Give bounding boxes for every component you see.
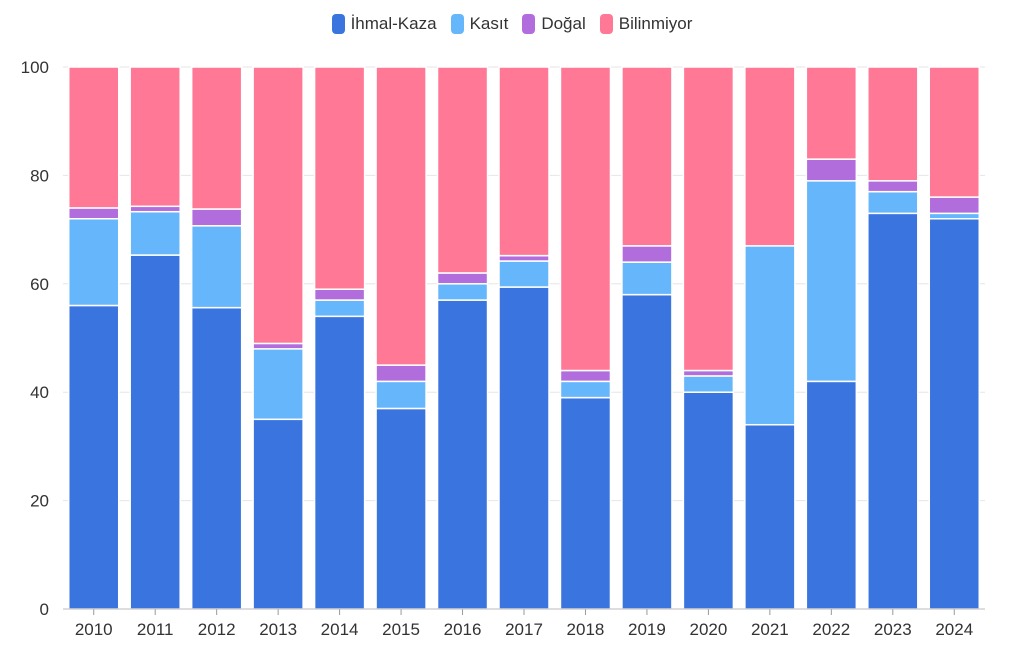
bar-2021-kasit[interactable] bbox=[744, 245, 796, 426]
bar-2020-i-hmal-kaza[interactable] bbox=[682, 391, 735, 610]
bar-2017-i-hmal-kaza[interactable] bbox=[498, 286, 550, 610]
y-tick-label: 20 bbox=[30, 492, 49, 511]
x-tick-label-2010: 2010 bbox=[75, 620, 113, 639]
y-tick-label: 0 bbox=[40, 600, 49, 619]
x-tick-label-2015: 2015 bbox=[382, 620, 420, 639]
bar-2013-dogal[interactable] bbox=[252, 342, 304, 350]
bar-2017-bilinmiyor[interactable] bbox=[498, 66, 550, 257]
legend-swatch-bilinmiyor bbox=[599, 14, 613, 34]
bar-2014-i-hmal-kaza[interactable] bbox=[313, 315, 366, 610]
bar-2022-bilinmiyor[interactable] bbox=[805, 66, 858, 160]
bar-2017-kasit[interactable] bbox=[498, 260, 550, 288]
bar-2023-bilinmiyor[interactable] bbox=[867, 66, 919, 182]
x-tick-label-2012: 2012 bbox=[198, 620, 236, 639]
bar-2018-dogal[interactable] bbox=[559, 369, 612, 383]
x-tick-label-2018: 2018 bbox=[567, 620, 605, 639]
legend-item-kasit[interactable]: Kasıt bbox=[450, 14, 509, 34]
bar-2022-dogal[interactable] bbox=[805, 158, 858, 182]
legend-label-ihmal-kaza: İhmal-Kaza bbox=[350, 14, 437, 33]
bar-2024-i-hmal-kaza[interactable] bbox=[928, 218, 981, 610]
y-tick-label: 100 bbox=[21, 58, 49, 77]
legend-item-bilinmiyor[interactable]: Bilinmiyor bbox=[599, 14, 693, 34]
legend: İhmal-Kaza Kasıt Doğal Bilinmiyor bbox=[0, 14, 1024, 34]
legend-label-bilinmiyor: Bilinmiyor bbox=[618, 14, 693, 33]
bar-2016-kasit[interactable] bbox=[436, 283, 489, 301]
bar-2019-i-hmal-kaza[interactable] bbox=[621, 293, 673, 610]
legend-item-ihmal-kaza[interactable]: İhmal-Kaza bbox=[331, 14, 437, 34]
x-tick-label-2023: 2023 bbox=[874, 620, 912, 639]
bar-2020-dogal[interactable] bbox=[682, 369, 735, 377]
bar-2011-bilinmiyor[interactable] bbox=[129, 66, 181, 208]
bar-2012-kasit[interactable] bbox=[190, 225, 243, 309]
legend-label-kasit: Kasıt bbox=[469, 14, 509, 33]
bar-2016-dogal[interactable] bbox=[436, 272, 489, 285]
bar-2018-i-hmal-kaza[interactable] bbox=[559, 396, 612, 610]
x-tick-label-2014: 2014 bbox=[321, 620, 359, 639]
bar-2014-bilinmiyor[interactable] bbox=[313, 66, 366, 290]
bar-2011-dogal[interactable] bbox=[129, 205, 181, 213]
bar-2015-i-hmal-kaza[interactable] bbox=[375, 407, 427, 610]
bar-2021-bilinmiyor[interactable] bbox=[744, 66, 796, 247]
bar-2022-kasit[interactable] bbox=[805, 180, 858, 383]
bar-2010-bilinmiyor[interactable] bbox=[67, 66, 120, 209]
bar-2010-dogal[interactable] bbox=[67, 207, 120, 220]
y-tick-label: 40 bbox=[30, 383, 49, 402]
y-tick-label: 80 bbox=[30, 166, 49, 185]
bar-2013-bilinmiyor[interactable] bbox=[252, 66, 304, 345]
bar-2018-bilinmiyor[interactable] bbox=[559, 66, 612, 372]
bar-2020-bilinmiyor[interactable] bbox=[682, 66, 735, 372]
x-tick-label-2022: 2022 bbox=[812, 620, 850, 639]
bar-2013-i-hmal-kaza[interactable] bbox=[252, 418, 304, 610]
bar-2015-kasit[interactable] bbox=[375, 380, 427, 410]
bar-2015-bilinmiyor[interactable] bbox=[375, 66, 427, 366]
bar-2024-kasit[interactable] bbox=[928, 212, 981, 220]
bar-2024-bilinmiyor[interactable] bbox=[928, 66, 981, 198]
legend-swatch-dogal bbox=[522, 14, 536, 34]
bar-2016-bilinmiyor[interactable] bbox=[436, 66, 489, 274]
bar-2010-kasit[interactable] bbox=[67, 218, 120, 307]
x-tick-label-2021: 2021 bbox=[751, 620, 789, 639]
x-tick-label-2011: 2011 bbox=[137, 620, 174, 639]
bar-2020-kasit[interactable] bbox=[682, 375, 735, 393]
bar-2011-i-hmal-kaza[interactable] bbox=[129, 254, 181, 610]
x-tick-label-2020: 2020 bbox=[689, 620, 727, 639]
y-tick-label: 60 bbox=[30, 275, 49, 294]
bar-2019-kasit[interactable] bbox=[621, 261, 673, 296]
bar-2013-kasit[interactable] bbox=[252, 348, 304, 421]
bar-2016-i-hmal-kaza[interactable] bbox=[436, 299, 489, 610]
x-tick-label-2024: 2024 bbox=[935, 620, 973, 639]
legend-swatch-kasit bbox=[450, 14, 464, 34]
x-tick-label-2013: 2013 bbox=[259, 620, 297, 639]
bar-2023-kasit[interactable] bbox=[867, 190, 919, 215]
bar-2014-kasit[interactable] bbox=[313, 299, 366, 318]
x-tick-label-2017: 2017 bbox=[505, 620, 543, 639]
bar-2012-dogal[interactable] bbox=[190, 208, 243, 227]
bar-2021-i-hmal-kaza[interactable] bbox=[744, 423, 796, 610]
bar-2019-bilinmiyor[interactable] bbox=[621, 66, 673, 247]
bar-2012-bilinmiyor[interactable] bbox=[190, 66, 243, 210]
x-tick-label-2016: 2016 bbox=[444, 620, 482, 639]
legend-item-dogal[interactable]: Doğal bbox=[522, 14, 586, 34]
bar-2023-dogal[interactable] bbox=[867, 180, 919, 193]
bar-2023-i-hmal-kaza[interactable] bbox=[867, 212, 919, 610]
bar-2015-dogal[interactable] bbox=[375, 364, 427, 383]
bar-2022-i-hmal-kaza[interactable] bbox=[805, 380, 858, 610]
bar-2024-dogal[interactable] bbox=[928, 196, 981, 215]
bar-2014-dogal[interactable] bbox=[313, 288, 366, 301]
bar-2011-kasit[interactable] bbox=[129, 210, 181, 256]
x-tick-label-2019: 2019 bbox=[628, 620, 666, 639]
bar-2018-kasit[interactable] bbox=[559, 380, 612, 399]
bar-2010-i-hmal-kaza[interactable] bbox=[67, 304, 120, 610]
legend-label-dogal: Doğal bbox=[541, 14, 586, 33]
bar-2012-i-hmal-kaza[interactable] bbox=[190, 306, 243, 610]
bar-2019-dogal[interactable] bbox=[621, 245, 673, 263]
bar-2017-dogal[interactable] bbox=[498, 254, 550, 262]
legend-swatch-ihmal-kaza bbox=[331, 14, 345, 34]
